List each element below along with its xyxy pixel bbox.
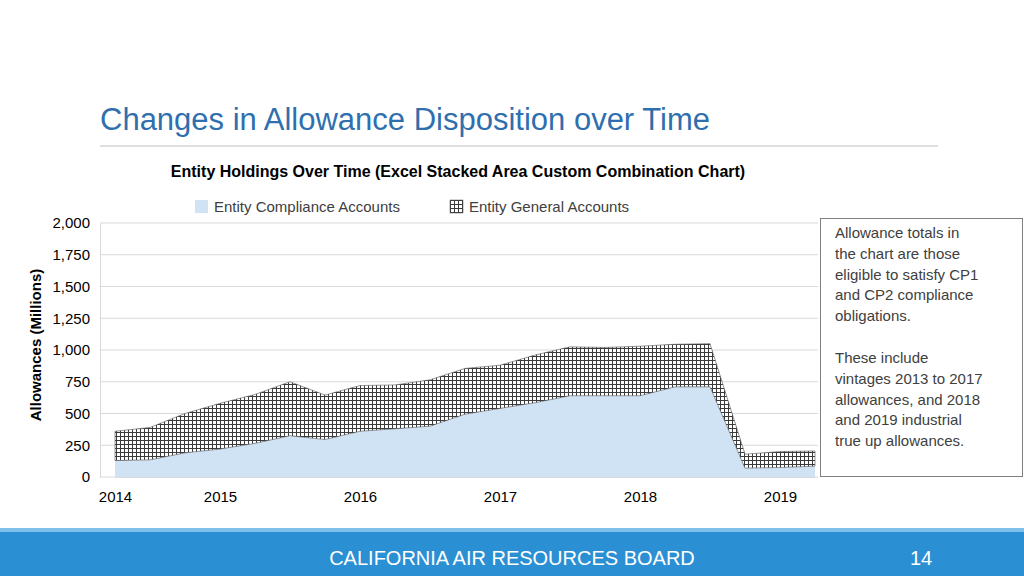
x-tick-label: 2017 (484, 488, 517, 505)
grid (100, 223, 818, 477)
footer-text: CALIFORNIA AIR RESOURCES BOARD (329, 547, 695, 569)
y-tick: 0 (82, 468, 100, 485)
grid-line (100, 286, 818, 287)
y-tick-label: 1,750 (52, 246, 90, 263)
annotation-line: and CP2 compliance (835, 286, 973, 303)
footer-accent (0, 528, 1024, 532)
annotation-line: These include (835, 349, 928, 366)
y-tick: 2,000 (52, 214, 100, 231)
y-tick-label: 2,000 (52, 214, 90, 231)
x-tick-label: 2014 (99, 488, 132, 505)
y-axis-line (100, 224, 101, 478)
grid-line (100, 223, 818, 224)
slide-title: Changes in Allowance Disposition over Ti… (100, 102, 710, 137)
annotation-line: vintages 2013 to 2017 (835, 370, 983, 387)
area-series (115, 344, 815, 468)
annotation-line: allowances, and 2018 (835, 391, 980, 408)
y-axis-title: Allowances (Millions) (27, 269, 44, 422)
y-tick-label: 500 (65, 405, 90, 422)
x-axis: 2014 2015 2016 2017 2018 2019 (99, 477, 816, 505)
y-tick: 1,750 (52, 246, 100, 263)
x-tick: 2014 (99, 477, 132, 505)
x-tick-label: 2016 (344, 488, 377, 505)
grid-line (100, 254, 818, 255)
legend-swatch (450, 200, 463, 213)
y-tick: 1,000 (52, 341, 100, 358)
y-tick: 1,500 (52, 278, 100, 295)
annotation-line: eligible to satisfy CP1 (835, 266, 978, 283)
legend-item: Entity General Accounts (450, 198, 629, 215)
legend-item: Entity Compliance Accounts (195, 198, 400, 215)
annotation-line: the chart are those (835, 245, 960, 262)
footer-bar (0, 532, 1024, 576)
plot-area (115, 344, 815, 477)
y-axis: 0 250 500 750 1,000 1,250 1,500 1,750 2,000 (52, 214, 100, 485)
y-tick: 1,250 (52, 310, 100, 327)
x-tick: 2018 (624, 477, 657, 505)
x-tick-label: 2019 (764, 488, 797, 505)
annotation-line: obligations. (835, 307, 911, 324)
annotation-line: and 2019 industrial (835, 411, 962, 428)
y-tick-label: 0 (82, 468, 90, 485)
legend-swatch (195, 200, 208, 213)
x-tick: 2015 (204, 477, 237, 505)
annotation-line: true up allowances. (835, 432, 964, 449)
chart-title: Entity Holdings Over Time (Excel Stacked… (171, 163, 745, 180)
x-axis-line (116, 477, 816, 478)
y-tick-label: 1,500 (52, 278, 90, 295)
annotation-line: Allowance totals in (835, 224, 959, 241)
y-tick: 750 (65, 373, 100, 390)
y-tick: 250 (65, 437, 100, 454)
x-tick-label: 2015 (204, 488, 237, 505)
x-tick: 2016 (344, 477, 377, 505)
y-tick: 500 (65, 405, 100, 422)
y-tick-label: 750 (65, 373, 90, 390)
x-tick: 2019 (764, 477, 797, 505)
title-rule (100, 146, 938, 147)
x-tick: 2017 (484, 477, 517, 505)
legend-label: Entity Compliance Accounts (214, 198, 400, 215)
x-tick-label: 2018 (624, 488, 657, 505)
page-number: 14 (910, 547, 932, 569)
annotation-box (821, 219, 1023, 477)
grid-line (100, 318, 818, 319)
y-tick-label: 1,000 (52, 341, 90, 358)
y-tick-label: 1,250 (52, 310, 90, 327)
y-tick-label: 250 (65, 437, 90, 454)
slide: Changes in Allowance Disposition over Ti… (0, 0, 1024, 576)
legend-label: Entity General Accounts (469, 198, 629, 215)
